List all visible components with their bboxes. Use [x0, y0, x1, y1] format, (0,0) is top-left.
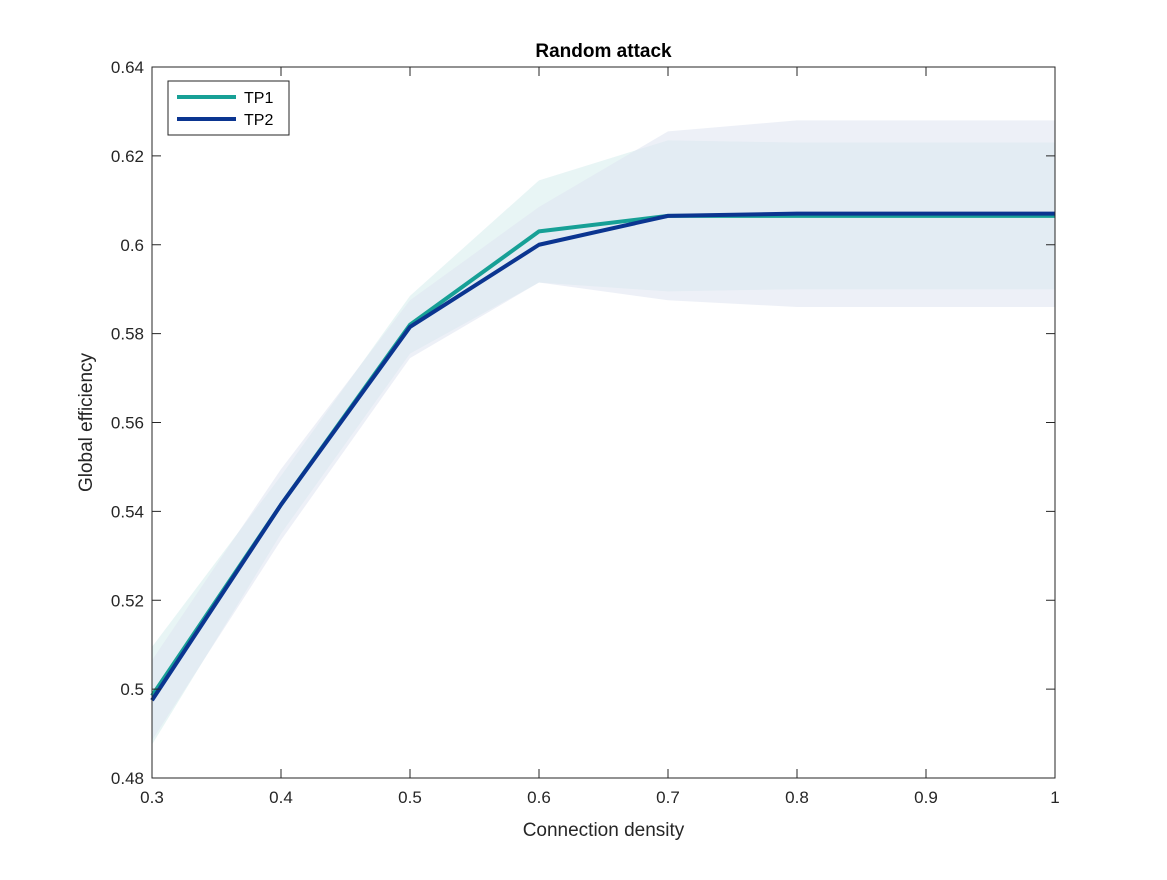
x-axis-ticks: 0.3 0.4 0.5 0.6 0.7 0.8 0.9 1 [140, 67, 1060, 807]
legend-label-tp2: TP2 [244, 112, 273, 129]
y-tick-label: 0.6 [120, 236, 144, 255]
chart-title: Random attack [535, 41, 672, 62]
x-tick-label: 0.4 [269, 788, 293, 807]
y-tick-label: 0.56 [111, 414, 144, 433]
y-tick-label: 0.5 [120, 680, 144, 699]
confidence-band-tp2 [152, 120, 1055, 741]
x-axis-label: Connection density [523, 820, 685, 841]
x-tick-label: 1 [1050, 788, 1059, 807]
y-axis-ticks: 0.48 0.5 0.52 0.54 0.56 0.58 0.6 0.62 0.64 [111, 58, 1055, 788]
y-tick-label: 0.64 [111, 58, 144, 77]
legend-label-tp1: TP1 [244, 90, 273, 107]
series-line-tp2 [150, 211, 1055, 702]
x-tick-label: 0.5 [398, 788, 422, 807]
y-tick-label: 0.52 [111, 591, 144, 610]
x-tick-label: 0.8 [785, 788, 809, 807]
y-tick-label: 0.54 [111, 502, 144, 521]
series-lines [150, 211, 1055, 702]
y-tick-label: 0.62 [111, 147, 144, 166]
y-axis-label: Global efficiency [76, 352, 97, 492]
y-tick-label: 0.58 [111, 325, 144, 344]
x-tick-label: 0.9 [914, 788, 938, 807]
x-tick-label: 0.6 [527, 788, 551, 807]
x-tick-label: 0.7 [656, 788, 680, 807]
legend-box [167, 80, 290, 136]
y-tick-label: 0.48 [111, 769, 144, 788]
x-tick-label: 0.3 [140, 788, 164, 807]
confidence-bands [152, 120, 1055, 745]
